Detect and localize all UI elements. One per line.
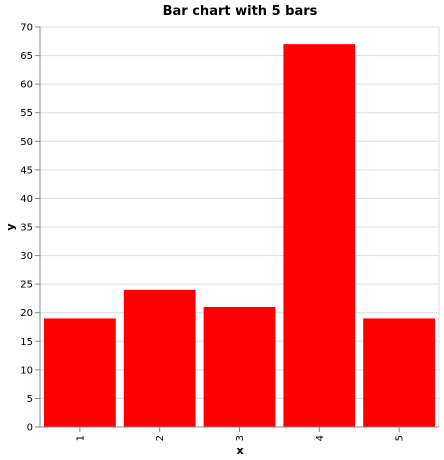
x-tick-label: 5 [395, 435, 406, 441]
bar [123, 289, 196, 427]
y-tick-label: 70 [20, 23, 33, 34]
chart-title: Bar chart with 5 bars [163, 4, 318, 19]
bar [44, 318, 116, 427]
y-tick-label: 60 [20, 80, 33, 91]
y-tick-label: 55 [20, 108, 33, 119]
bar [203, 307, 276, 427]
y-tick-label: 40 [20, 194, 33, 205]
y-tick-label: 25 [20, 280, 33, 291]
y-axis-title: y [4, 223, 17, 230]
y-tick-label: 65 [20, 51, 33, 62]
y-tick-label: 10 [20, 365, 33, 376]
y-tick-label: 15 [20, 337, 33, 348]
bar [363, 318, 435, 427]
x-tick-label: 2 [155, 435, 166, 441]
x-axis-title: x [236, 444, 243, 457]
x-tick-label: 4 [315, 435, 326, 441]
x-tick-label: 3 [235, 435, 246, 441]
y-tick-label: 35 [20, 223, 33, 234]
y-tick-label: 0 [27, 423, 33, 434]
y-tick-label: 45 [20, 165, 33, 176]
bars-layer [44, 44, 435, 428]
y-tick-label: 50 [20, 137, 33, 148]
y-tick-label: 30 [20, 251, 33, 262]
bar [283, 44, 356, 428]
y-tick-label: 5 [27, 394, 33, 405]
x-tick-label: 1 [75, 435, 86, 441]
y-tick-label: 20 [20, 308, 33, 319]
